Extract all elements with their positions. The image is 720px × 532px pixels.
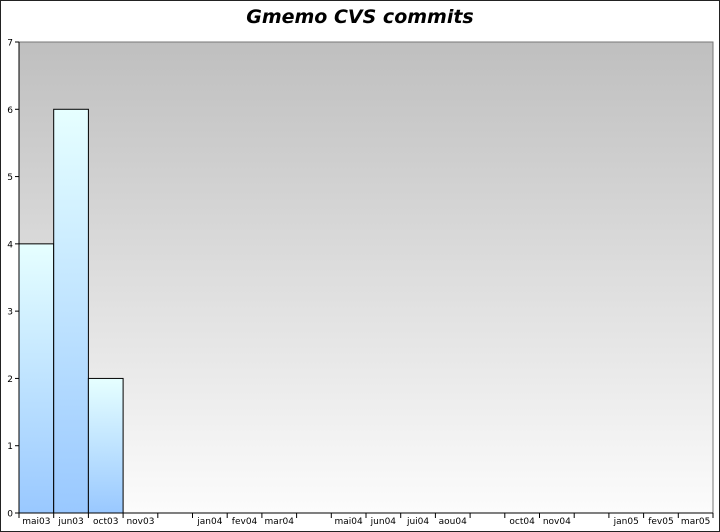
x-tick-label-mai03: mai03 bbox=[22, 517, 50, 527]
x-tick-label-jui04: jui04 bbox=[406, 517, 429, 527]
y-tick-label-4: 4 bbox=[7, 240, 13, 250]
y-tick-label-6: 6 bbox=[7, 106, 13, 116]
bar-mai03 bbox=[18, 243, 55, 514]
y-tick-label-5: 5 bbox=[7, 173, 13, 183]
x-tick-label-fev04: fev04 bbox=[232, 517, 258, 527]
x-tick-label-jun03: jun03 bbox=[57, 517, 83, 527]
y-tick-label-1: 1 bbox=[7, 442, 13, 452]
y-tick-label-7: 7 bbox=[7, 39, 13, 49]
x-tick-label-jun04: jun04 bbox=[370, 517, 397, 527]
y-tick-label-0: 0 bbox=[7, 510, 13, 520]
x-tick-label-nov03: nov03 bbox=[126, 517, 154, 527]
x-tick-label-aou04: aou04 bbox=[439, 517, 467, 527]
labels-group: 0 1 2 3 4 5 6 7 mai03 jun03 oct03 nov03 jan04 fev04 ma… bbox=[7, 39, 710, 528]
plot-area bbox=[18, 41, 714, 514]
x-tick-label-jan04: jan04 bbox=[196, 517, 222, 527]
bars-group bbox=[18, 108, 124, 514]
x-tick-label-oct04: oct04 bbox=[509, 517, 535, 527]
chart-title: Gmemo CVS commits bbox=[246, 6, 474, 28]
x-tick-label-mar04: mar04 bbox=[265, 517, 295, 527]
bar-jun03 bbox=[53, 108, 89, 514]
x-tick-label-oct03: oct03 bbox=[93, 517, 118, 527]
y-tick-label-2: 2 bbox=[7, 375, 13, 385]
x-tick-label-mar05: mar05 bbox=[681, 517, 710, 527]
x-tick-label-jan05: jan05 bbox=[613, 517, 639, 527]
bar-oct03 bbox=[87, 377, 124, 514]
x-tick-label-nov04: nov04 bbox=[543, 517, 571, 527]
x-tick-label-fev05: fev05 bbox=[648, 517, 673, 527]
y-tick-label-3: 3 bbox=[7, 308, 13, 318]
x-tick-label-mai04: mai04 bbox=[335, 517, 364, 527]
axes-group bbox=[15, 41, 714, 518]
